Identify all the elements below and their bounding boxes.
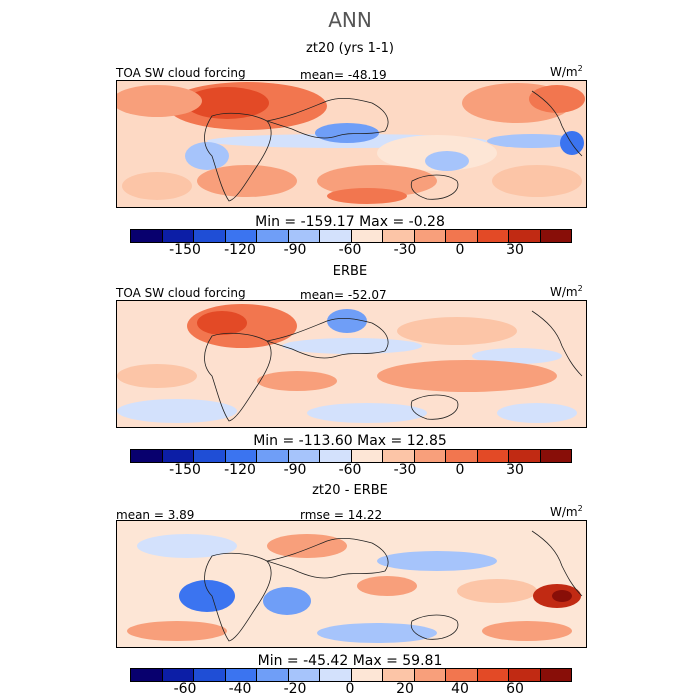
panel-1-field-label: TOA SW cloud forcing xyxy=(116,66,246,80)
panel-2-map-svg xyxy=(117,301,586,427)
colorbar-swatch xyxy=(162,669,194,681)
colorbar-swatch xyxy=(194,450,226,462)
panel-2-colorbar-ticks: -150 -120 -90 -60 -30 0 30 xyxy=(130,462,570,478)
colorbar-tick-label: 0 xyxy=(455,462,465,478)
colorbar-swatch xyxy=(131,450,163,462)
colorbar-tick-label: -120 xyxy=(224,462,256,478)
colorbar-swatch xyxy=(540,230,571,242)
panel-3-colorbar-ticks: -60 -40 -20 0 20 40 60 xyxy=(130,681,570,697)
colorbar-tick-label: -40 xyxy=(228,681,252,697)
panel-2-units-label: W/m2 xyxy=(550,284,583,299)
panel-3-minmax: Min = -45.42 Max = 59.81 xyxy=(257,653,443,669)
colorbar-tick-label: -60 xyxy=(338,462,362,478)
colorbar-swatch xyxy=(509,230,541,242)
colorbar-swatch xyxy=(477,230,509,242)
colorbar-tick-label: 40 xyxy=(451,681,469,697)
colorbar-swatch xyxy=(257,669,289,681)
colorbar-swatch xyxy=(351,230,383,242)
colorbar-swatch xyxy=(131,230,163,242)
panel-2-mean-label: mean= -52.07 xyxy=(300,288,387,302)
colorbar-tick-label: 0 xyxy=(345,681,355,697)
colorbar-tick-label: -90 xyxy=(283,462,307,478)
colorbar-swatch xyxy=(351,450,383,462)
colorbar-swatch xyxy=(477,450,509,462)
colorbar-swatch xyxy=(320,450,352,462)
panel-1-colorbar xyxy=(130,229,572,243)
colorbar-swatch xyxy=(225,669,257,681)
colorbar-swatch xyxy=(320,669,352,681)
colorbar-tick-label: 20 xyxy=(396,681,414,697)
panel-1-units-label: W/m2 xyxy=(550,64,583,79)
colorbar-swatch xyxy=(194,230,226,242)
colorbar-tick-label: -30 xyxy=(393,462,417,478)
panel-2-minmax: Min = -113.60 Max = 12.85 xyxy=(253,433,447,449)
colorbar-swatch xyxy=(257,230,289,242)
colorbar-tick-label: -150 xyxy=(169,242,201,258)
colorbar-tick-label: -120 xyxy=(224,242,256,258)
colorbar-swatch xyxy=(257,450,289,462)
colorbar-swatch xyxy=(194,669,226,681)
colorbar-swatch xyxy=(131,669,163,681)
colorbar-swatch xyxy=(383,669,415,681)
colorbar-swatch xyxy=(414,669,446,681)
colorbar-tick-label: 30 xyxy=(506,462,524,478)
colorbar-swatch xyxy=(477,669,509,681)
colorbar-swatch xyxy=(162,230,194,242)
colorbar-swatch xyxy=(446,669,478,681)
colorbar-swatch xyxy=(288,669,320,681)
panel-3-title: zt20 - ERBE xyxy=(312,483,388,498)
colorbar-swatch xyxy=(509,450,541,462)
colorbar-swatch xyxy=(225,230,257,242)
panel-3-map-svg xyxy=(117,521,586,647)
colorbar-swatch xyxy=(414,450,446,462)
panel-1-colorbar-ticks: -150 -120 -90 -60 -30 0 30 xyxy=(130,242,570,258)
colorbar-swatch xyxy=(320,230,352,242)
colorbar-tick-label: 30 xyxy=(506,242,524,258)
colorbar-swatch xyxy=(540,450,571,462)
colorbar-tick-label: -30 xyxy=(393,242,417,258)
panel-1-minmax: Min = -159.17 Max = -0.28 xyxy=(255,214,445,230)
panel-3-rmse-label: rmse = 14.22 xyxy=(300,508,383,522)
colorbar-swatch xyxy=(383,230,415,242)
panel-3-colorbar xyxy=(130,668,572,682)
colorbar-tick-label: 60 xyxy=(506,681,524,697)
colorbar-swatch xyxy=(288,230,320,242)
panel-2-field-label: TOA SW cloud forcing xyxy=(116,286,246,300)
colorbar-swatch xyxy=(446,230,478,242)
panel-1-map xyxy=(116,80,587,208)
panel-1-mean-label: mean= -48.19 xyxy=(300,68,387,82)
panel-2-colorbar xyxy=(130,449,572,463)
colorbar-swatch xyxy=(509,669,541,681)
panel-1-map-svg xyxy=(117,81,586,207)
colorbar-swatch xyxy=(383,450,415,462)
panel-3-map xyxy=(116,520,587,648)
colorbar-tick-label: -60 xyxy=(338,242,362,258)
colorbar-tick-label: -150 xyxy=(169,462,201,478)
panel-2-title: ERBE xyxy=(332,264,368,279)
panel-1-title: zt20 (yrs 1-1) xyxy=(306,41,394,56)
page-title: ANN xyxy=(328,8,372,32)
colorbar-tick-label: -90 xyxy=(283,242,307,258)
panel-3-mean-label: mean = 3.89 xyxy=(116,508,195,522)
colorbar-swatch xyxy=(446,450,478,462)
colorbar-swatch xyxy=(351,669,383,681)
colorbar-tick-label: 0 xyxy=(455,242,465,258)
panel-2-map xyxy=(116,300,587,428)
colorbar-swatch xyxy=(414,230,446,242)
colorbar-tick-label: -60 xyxy=(173,681,197,697)
colorbar-swatch xyxy=(540,669,571,681)
panel-3-units-label: W/m2 xyxy=(550,504,583,519)
colorbar-swatch xyxy=(288,450,320,462)
colorbar-tick-label: -20 xyxy=(283,681,307,697)
colorbar-swatch xyxy=(225,450,257,462)
colorbar-swatch xyxy=(162,450,194,462)
